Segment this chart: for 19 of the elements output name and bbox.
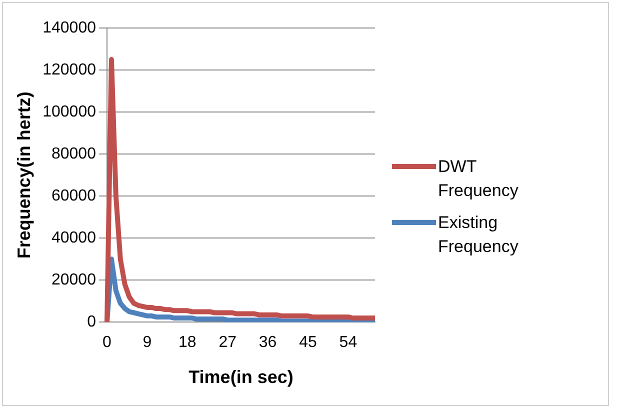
y-tick-label: 140000 [42,19,96,36]
legend-label: DWT Frequency [438,156,520,202]
x-tick-label: 18 [178,334,196,352]
y-axis-title: Frequency(in hertz) [14,92,34,259]
x-tick-label: 45 [299,334,317,352]
x-axis-title: Time(in sec) [188,367,294,388]
x-tick-label: 36 [258,334,277,352]
y-tick-label: 20000 [51,272,96,289]
legend-label: Existing Frequency [438,212,520,258]
y-tick-label: 80000 [51,145,96,162]
y-tick-label: 40000 [51,230,96,247]
x-tick-label: 0 [102,334,112,352]
x-tick-label: 27 [218,334,237,352]
y-tick-label: 120000 [42,61,96,78]
y-tick-label: 0 [87,314,96,331]
y-tick-label: 100000 [42,103,96,120]
y-tick-label: 60000 [51,188,96,205]
x-tick-label: 54 [339,334,358,352]
x-tick-label: 9 [142,334,152,352]
